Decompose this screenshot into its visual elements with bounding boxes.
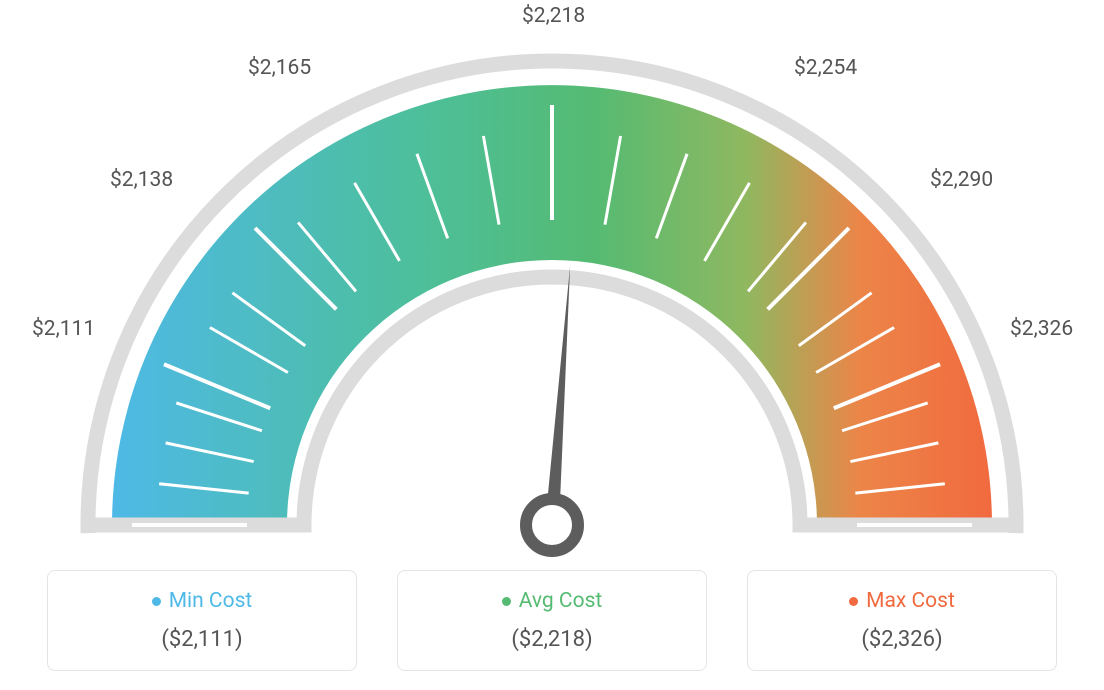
avg-dot	[502, 597, 511, 606]
min-dot	[152, 597, 161, 606]
card-header: Avg Cost	[422, 589, 682, 613]
min-value: ($2,111)	[72, 627, 332, 652]
max-dot	[849, 597, 858, 606]
card-header: Max Cost	[772, 589, 1032, 613]
cost-gauge-chart: $2,111 $2,138 $2,165 $2,218 $2,254 $2,290 $2,3…	[0, 0, 1104, 690]
summary-cards: Min Cost ($2,111) Avg Cost ($2,218) Max …	[0, 570, 1104, 671]
min-title: Min Cost	[169, 589, 253, 613]
card-header: Min Cost	[72, 589, 332, 613]
gauge-scale-label: $2,218	[522, 4, 585, 28]
gauge-scale-label: $2,165	[248, 56, 311, 80]
min-cost-card: Min Cost ($2,111)	[47, 570, 357, 671]
max-cost-card: Max Cost ($2,326)	[747, 570, 1057, 671]
gauge-scale-label: $2,138	[110, 168, 173, 192]
gauge-scale-label: $2,111	[32, 317, 95, 341]
max-title: Max Cost	[866, 589, 955, 613]
gauge-svg	[32, 0, 1072, 560]
gauge-scale-label: $2,326	[1010, 317, 1073, 341]
avg-cost-card: Avg Cost ($2,218)	[397, 570, 707, 671]
max-value: ($2,326)	[772, 627, 1032, 652]
avg-title: Avg Cost	[519, 589, 603, 613]
gauge-scale-label: $2,290	[930, 168, 993, 192]
gauge-area: $2,111 $2,138 $2,165 $2,218 $2,254 $2,290 $2,3…	[32, 0, 1072, 560]
gauge-scale-label: $2,254	[794, 56, 857, 80]
avg-value: ($2,218)	[422, 627, 682, 652]
